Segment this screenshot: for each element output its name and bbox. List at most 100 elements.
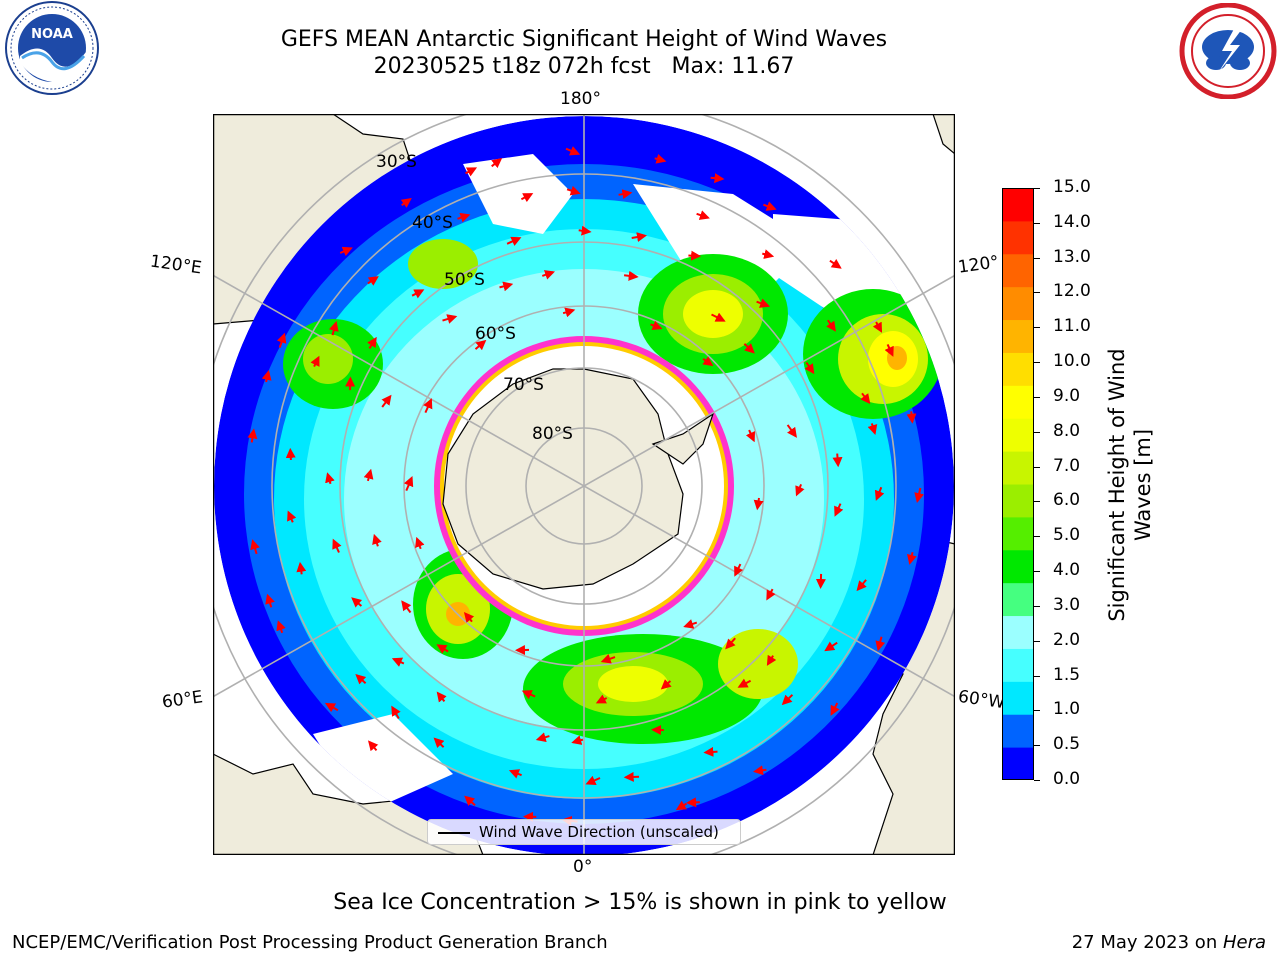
colorbar-band	[1002, 319, 1034, 353]
colorbar-band	[1002, 418, 1034, 452]
colorbar-band	[1002, 352, 1034, 386]
wind-wave-direction-arrow-icon	[367, 336, 377, 349]
parallel-label-70s: 70°S	[503, 375, 544, 395]
wind-wave-direction-arrow-icon	[247, 428, 258, 443]
meridian-label-0: 0°	[573, 857, 593, 877]
parallel-label-60s: 60°S	[475, 324, 516, 344]
wind-wave-direction-arrow-icon	[535, 732, 550, 743]
wind-wave-direction-arrow-icon	[457, 212, 471, 223]
svg-text:NOAA: NOAA	[31, 27, 73, 42]
wind-wave-direction-arrow-icon	[423, 398, 433, 414]
wind-wave-direction-arrows	[247, 146, 925, 826]
wind-wave-direction-arrow-icon	[824, 641, 838, 652]
colorbar-tick	[1034, 501, 1040, 503]
land-antarctic-peninsula	[651, 412, 715, 465]
wind-wave-direction-arrow-icon	[328, 320, 339, 336]
colorbar-band	[1002, 615, 1034, 649]
wind-wave-direction-arrow-icon	[324, 702, 339, 713]
meridian-label-60w: 60°W	[956, 686, 1007, 714]
colorbar-tick	[1034, 640, 1040, 642]
wind-wave-direction-arrow-icon	[753, 497, 764, 511]
colorbar-tick-label: 6.0	[1053, 490, 1081, 511]
colorbar-band	[1002, 549, 1034, 584]
parallel-label-50s: 50°S	[444, 270, 485, 290]
wind-wave-direction-arrow-icon	[562, 307, 576, 318]
wind-wave-direction-arrow-icon	[276, 332, 287, 348]
wind-wave-direction-arrow-icon	[578, 225, 592, 236]
wind-wave-direction-arrow-icon	[265, 593, 275, 608]
colorbar-tick	[1034, 188, 1040, 189]
wind-wave-direction-arrow-icon	[906, 411, 917, 424]
wind-wave-direction-arrow-icon	[287, 510, 297, 523]
colorbar-tick-label: 3.0	[1053, 594, 1081, 615]
parallel-label-40s: 40°S	[412, 213, 453, 233]
footer-host: Hera	[1222, 932, 1266, 953]
colorbar-tick-label: 1.0	[1053, 699, 1081, 720]
wind-wave-direction-arrow-icon	[433, 737, 445, 749]
wind-wave-direction-arrow-icon	[285, 447, 296, 461]
colorbar-tick-label: 8.0	[1053, 420, 1081, 441]
wind-wave-direction-arrow-icon	[332, 538, 342, 553]
wind-wave-direction-arrow-icon	[403, 476, 414, 491]
wind-wave-direction-arrow-icon	[623, 270, 639, 281]
wind-wave-direction-arrow-icon	[860, 392, 871, 405]
wind-wave-direction-arrow-icon	[491, 157, 503, 169]
colorbar-tick	[1034, 605, 1040, 607]
colorbar-band	[1002, 220, 1034, 255]
colorbar-tick	[1034, 327, 1040, 329]
wind-wave-direction-arrow-icon	[442, 314, 458, 324]
colorbar-band	[1002, 582, 1034, 617]
wind-wave-direction-arrow-icon	[571, 735, 584, 745]
wind-wave-direction-arrow-icon	[914, 487, 925, 503]
wind-wave-direction-arrow-icon	[508, 769, 522, 779]
wind-wave-direction-arrow-icon	[781, 694, 794, 706]
footer-credit: NCEP/EMC/Verification Post Processing Pr…	[12, 932, 608, 953]
wind-wave-direction-arrow-icon	[702, 356, 714, 367]
wind-wave-direction-arrow-icon	[683, 619, 698, 629]
colorbar-band	[1002, 714, 1034, 748]
colorbar-title-line2: Waves [m]	[1131, 428, 1155, 542]
colorbar-tick-label: 5.0	[1053, 525, 1081, 546]
meridian-label-60e: 60°E	[160, 687, 205, 713]
wind-wave-direction-arrow-icon	[830, 702, 840, 716]
colorbar-tick	[1034, 675, 1040, 677]
wind-wave-direction-arrow-icon	[521, 690, 536, 700]
wind-wave-direction-arrow-icon	[585, 775, 601, 785]
colorbar-tick-label: 0.0	[1053, 769, 1081, 789]
wind-wave-direction-arrow-icon	[623, 771, 640, 782]
meridian-label-120w: 120°	[956, 252, 1001, 278]
colorbar-tick	[1034, 362, 1040, 364]
meridian-label-120e: 120°E	[148, 251, 203, 279]
wind-wave-direction-arrow-icon	[595, 694, 608, 704]
colorbar-band	[1002, 451, 1034, 485]
wind-wave-direction-arrow-icon	[872, 321, 883, 333]
polar-map	[213, 114, 955, 855]
wind-wave-direction-arrow-icon	[400, 198, 412, 208]
wind-wave-direction-arrow-icon	[734, 563, 744, 577]
colorbar-tick	[1034, 536, 1040, 538]
colorbar-tick-label: 7.0	[1053, 455, 1081, 476]
wind-wave-direction-arrow-icon	[499, 281, 514, 292]
wind-wave-direction-arrow-icon	[436, 691, 447, 703]
land-upper-right	[932, 114, 955, 155]
wind-wave-direction-arrow-icon	[474, 339, 487, 351]
colorbar-title: Significant Height of Wind Waves [m]	[1104, 348, 1156, 621]
wind-wave-direction-arrow-icon	[829, 258, 842, 269]
colorbar-tick	[1034, 222, 1040, 224]
colorbar-tick-label: 1.5	[1053, 664, 1081, 685]
wind-wave-direction-arrow-icon	[725, 637, 736, 650]
wind-wave-direction-arrow-icon	[296, 561, 307, 575]
colorbar-tick	[1034, 745, 1040, 747]
colorbar-tick-label: 4.0	[1053, 560, 1081, 581]
colorbar	[1002, 188, 1034, 781]
wind-wave-direction-arrow-icon	[686, 797, 700, 808]
wind-wave-direction-arrow-icon	[762, 249, 775, 259]
colorbar-tick	[1034, 710, 1040, 712]
footer-date-text: 27 May 2023 on	[1071, 932, 1223, 953]
wind-wave-direction-arrow-icon	[688, 250, 702, 261]
wind-wave-direction-arrow-icon	[766, 654, 777, 666]
wind-wave-direction-arrow-icon	[856, 579, 867, 592]
wind-wave-direction-arrow-icon	[372, 533, 382, 547]
colorbar-tick	[1034, 466, 1040, 468]
colorbar-tick	[1034, 780, 1040, 781]
